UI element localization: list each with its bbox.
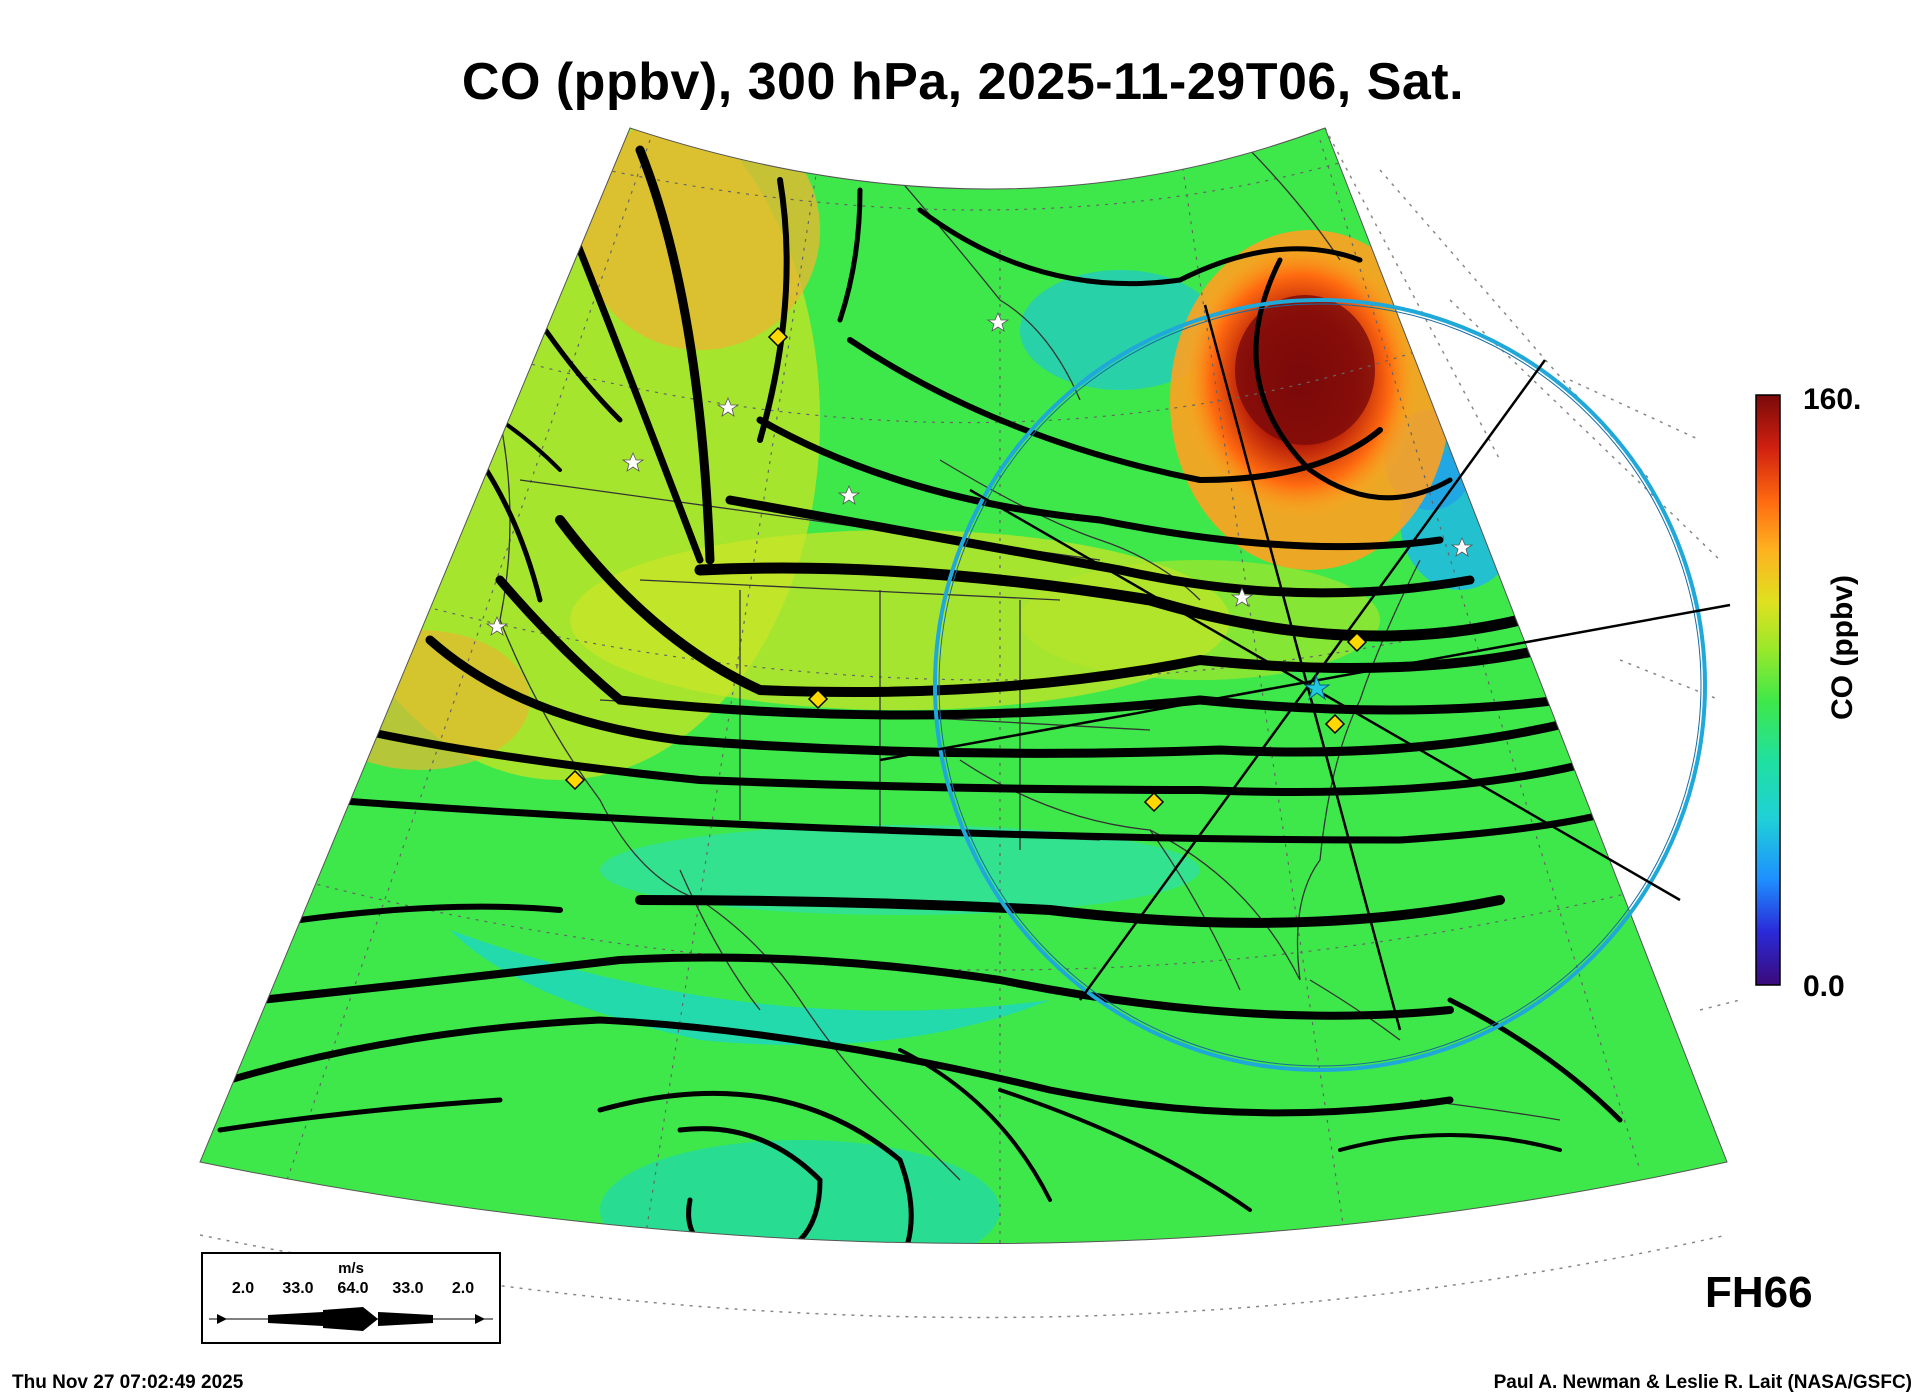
wind-legend-value: 64.0: [337, 1280, 369, 1297]
yellow-diamond-icon: [1346, 631, 1368, 653]
coastlines: [499, 139, 1561, 1181]
yellow-diamond-icon: [1324, 713, 1346, 735]
wind-legend-unit: m/s: [338, 1260, 364, 1277]
credits: Paul A. Newman & Leslie R. Lait (NASA/GS…: [1493, 1372, 1912, 1393]
wind-speed-legend: m/s 2.0 33.0 64.0 33.0 2.0: [201, 1252, 501, 1344]
wind-legend-value: 2.0: [231, 1280, 255, 1297]
yellow-diamond-icon: [564, 769, 586, 791]
white-star-icon: [986, 311, 1010, 332]
yellow-diamond-icon: [1143, 791, 1165, 813]
white-star-icon: [1450, 536, 1474, 557]
map-sector-outline: [199, 127, 1728, 1244]
colorbar: [1755, 394, 1781, 986]
cyan-center-star-icon: [1303, 674, 1331, 701]
white-star-icon: [485, 615, 509, 636]
timestamp: Thu Nov 27 07:02:49 2025: [12, 1372, 244, 1393]
wind-legend-value: 33.0: [392, 1280, 424, 1297]
white-star-icon: [837, 484, 861, 505]
star-site-markers: [485, 311, 1474, 636]
yellow-diamond-icon: [807, 688, 829, 710]
diamond-site-markers: [564, 326, 1368, 813]
white-star-icon: [716, 396, 740, 417]
page-title: CO (ppbv), 300 hPa, 2025-11-29T06, Sat.: [461, 53, 1465, 111]
colorbar-max-label: 160.: [1803, 383, 1862, 416]
wind-legend-scale: [209, 1307, 493, 1331]
wind-legend-value: 33.0: [282, 1280, 314, 1297]
white-star-icon: [1230, 586, 1254, 607]
forecast-hour-label: FH66: [1705, 1268, 1813, 1317]
co-field: [200, 128, 1727, 1244]
white-star-icon: [621, 451, 645, 472]
wind-legend-value: 2.0: [451, 1280, 475, 1297]
colorbar-unit-label: CO (ppbv): [1826, 575, 1859, 720]
colorbar-min-label: 0.0: [1803, 970, 1845, 1003]
yellow-diamond-icon: [767, 326, 789, 348]
flight-range-overlay: [879, 298, 1731, 1072]
